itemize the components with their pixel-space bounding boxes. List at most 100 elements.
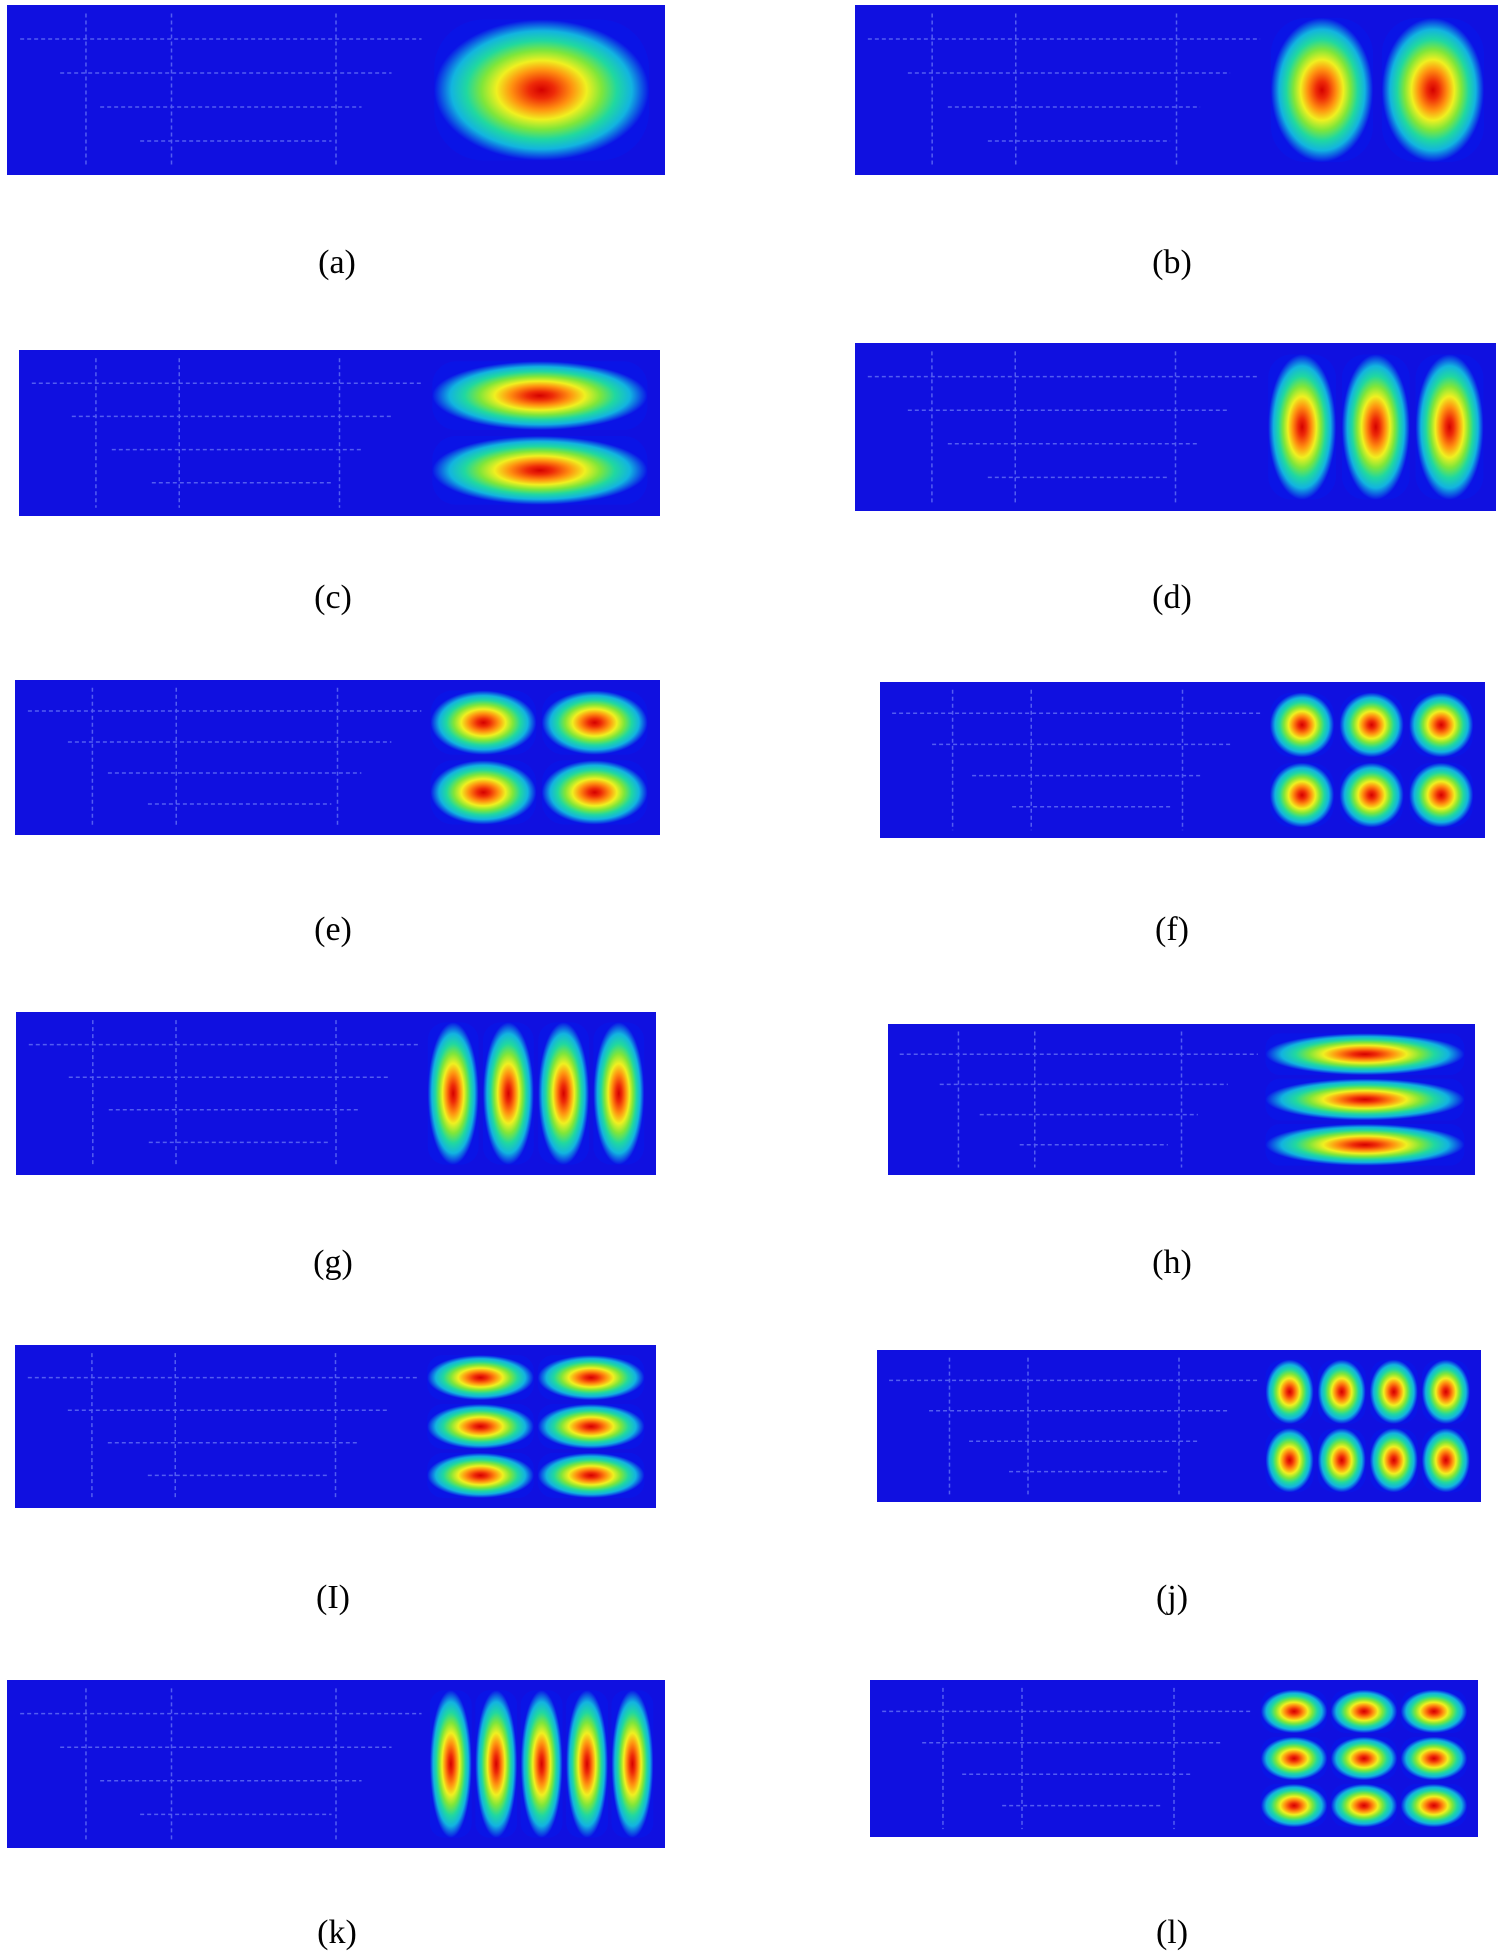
mode-lobe: [1400, 1783, 1467, 1828]
mode-lobe: [1330, 1783, 1398, 1828]
mode-lobe: [1265, 1123, 1465, 1166]
mode-lobe: [1317, 1359, 1366, 1424]
mode-lobe: [427, 1452, 534, 1498]
mode-lobe: [1269, 762, 1334, 828]
mesh-lines: [31, 358, 423, 508]
contour-plot: [19, 350, 660, 516]
mesh-lines: [20, 13, 422, 167]
mode-lobe: [1415, 354, 1484, 500]
mode-lobe: [541, 690, 648, 755]
mode-lobe: [1265, 1078, 1465, 1121]
mode-lobe: [1400, 1689, 1467, 1734]
mode-lobe: [429, 1690, 472, 1838]
mesh-lines: [882, 1687, 1254, 1830]
mode-lobe: [537, 1355, 645, 1401]
mode-lobe: [475, 1690, 518, 1838]
mode-lobe: [593, 1022, 645, 1165]
mode-lobe: [537, 1404, 645, 1449]
caption-b: (b): [1152, 244, 1192, 281]
mode-lobe: [1261, 1689, 1328, 1734]
mode-lobe: [1409, 762, 1474, 828]
mesh-lines: [27, 687, 422, 828]
mesh-lines: [892, 689, 1262, 831]
mode-lobe: [1421, 1359, 1470, 1424]
caption-g: (g): [313, 1244, 353, 1281]
mode-panel-k: [7, 1680, 665, 1848]
mode-lobe: [1369, 1428, 1418, 1493]
caption-e: (e): [314, 911, 352, 948]
mesh-lines: [20, 1688, 422, 1840]
mode-lobe: [427, 1404, 534, 1449]
contour-plot: [15, 680, 660, 835]
mesh-lines: [27, 1353, 419, 1500]
mode-lobe: [1381, 17, 1484, 163]
mode-lobe: [1261, 1736, 1328, 1781]
mode-lobe: [427, 1355, 534, 1401]
mode-lobe: [538, 1022, 589, 1165]
mesh-lines: [889, 1357, 1258, 1495]
mesh-lines: [867, 13, 1261, 167]
mode-panel-d: [855, 343, 1496, 511]
mode-lobe: [520, 1690, 563, 1838]
mode-panel-i: [15, 1345, 656, 1508]
mode-panel-l: [870, 1680, 1478, 1837]
mode-lobe: [1270, 17, 1374, 163]
mode-lobe: [1400, 1736, 1467, 1781]
contour-plot: [855, 5, 1498, 175]
mode-lobe: [1409, 692, 1474, 758]
mode-lobe: [434, 19, 650, 161]
mode-panel-j: [877, 1350, 1481, 1502]
caption-k: (k): [317, 1914, 357, 1951]
mode-lobe: [1339, 692, 1404, 758]
mode-panel-b: [855, 5, 1498, 175]
caption-c: (c): [314, 579, 352, 616]
caption-i: (I): [316, 1579, 350, 1616]
mode-panel-g: [16, 1012, 656, 1175]
mode-lobe: [430, 760, 537, 825]
mode-lobe: [1265, 1359, 1314, 1424]
contour-plot: [7, 1680, 665, 1848]
contour-plot: [880, 682, 1485, 838]
contour-plot: [888, 1024, 1475, 1175]
mode-lobe: [1265, 1033, 1465, 1076]
mesh-lines: [899, 1031, 1258, 1168]
mode-lobe: [537, 1452, 645, 1498]
mode-panel-c: [19, 350, 660, 516]
mesh-lines: [28, 1020, 420, 1167]
mode-lobe: [1330, 1689, 1398, 1734]
contour-plot: [877, 1350, 1481, 1502]
mesh-lines: [867, 351, 1259, 503]
contour-plot: [16, 1012, 656, 1175]
mode-lobe: [432, 435, 648, 505]
mode-panel-f: [880, 682, 1485, 838]
mode-lobe: [1341, 354, 1410, 500]
mode-lobe: [1269, 692, 1334, 758]
mode-lobe: [1317, 1428, 1366, 1493]
mode-lobe: [611, 1690, 654, 1838]
mode-lobe: [1265, 1428, 1314, 1493]
contour-plot: [15, 1345, 656, 1508]
mode-lobe: [1339, 762, 1404, 828]
mode-lobe: [1369, 1359, 1418, 1424]
caption-f: (f): [1155, 911, 1189, 948]
mode-panel-h: [888, 1024, 1475, 1175]
mode-panel-a: [7, 5, 665, 175]
mode-panel-e: [15, 680, 660, 835]
mode-lobe: [1421, 1428, 1470, 1493]
caption-d: (d): [1152, 579, 1192, 616]
caption-a: (a): [318, 244, 356, 281]
caption-j: (j): [1155, 1579, 1189, 1616]
contour-plot: [870, 1680, 1478, 1837]
caption-h: (h): [1152, 1244, 1192, 1281]
mode-lobe: [427, 1022, 479, 1165]
mode-lobe: [541, 760, 648, 825]
mode-lobe: [483, 1022, 534, 1165]
mode-lobe: [1261, 1783, 1328, 1828]
caption-l: (l): [1155, 1914, 1189, 1951]
mode-lobe: [1268, 354, 1337, 500]
mode-lobe: [430, 690, 537, 755]
mode-lobe: [432, 361, 648, 431]
mode-lobe: [566, 1690, 608, 1838]
contour-plot: [855, 343, 1496, 511]
mode-lobe: [1330, 1736, 1398, 1781]
